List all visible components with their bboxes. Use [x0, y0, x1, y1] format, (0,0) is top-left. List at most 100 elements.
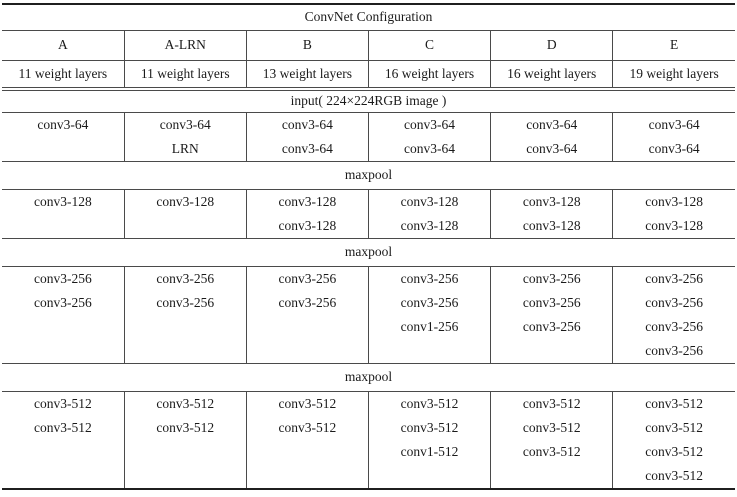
conv-cell: conv3-256 — [33, 294, 92, 310]
conv-cell: conv3-128 — [612, 214, 735, 239]
conv-block-256-row: conv3-256 conv3-256 conv3-256 conv3-256 conv… — [2, 291, 735, 315]
column-header-a-lrn: A-LRN — [123, 30, 247, 61]
conv-block-64-row: conv3-64 conv3-64 conv3-64 conv3-64 conv3-64… — [2, 112, 735, 137]
empty-cell — [490, 464, 613, 490]
table-title: ConvNet Configuration — [2, 4, 735, 31]
conv-cell: conv3-64 — [123, 112, 247, 137]
weight-layers-cell: 16 weight layers — [367, 60, 491, 91]
conv-cell: conv3-256 — [612, 315, 735, 339]
conv-cell: conv3-512 — [367, 416, 491, 440]
empty-cell — [2, 137, 125, 162]
empty-cell — [2, 464, 125, 490]
conv-cell: conv3-64 — [367, 137, 491, 162]
conv-cell: conv3-256 — [245, 266, 369, 291]
conv-cell: conv3-512 — [612, 464, 735, 490]
weight-layers-cell: 16 weight layers — [490, 60, 613, 91]
column-header-c: C — [367, 30, 491, 61]
conv-cell: conv3-512 — [612, 416, 735, 440]
conv-cell: conv3-256 — [367, 266, 491, 291]
weight-layers-cell: 11 weight layers — [2, 60, 125, 91]
conv-cell: conv3-512 — [33, 395, 92, 411]
conv-block-512-row: conv3-512 conv3-512 conv3-512 conv3-512 conv… — [2, 416, 735, 440]
conv-cell: conv3-64 — [490, 112, 613, 137]
column-header-e: E — [612, 30, 735, 61]
column-header-b: B — [245, 30, 369, 61]
empty-cell — [245, 339, 369, 364]
conv-cell: conv3-128 — [245, 189, 369, 214]
maxpool-label: maxpool — [2, 363, 735, 392]
conv-cell: conv3-256 — [245, 291, 369, 315]
weight-layers-cell: 19 weight layers — [612, 60, 735, 91]
empty-cell — [367, 464, 491, 490]
conv-cell: conv3-64 — [612, 137, 735, 162]
empty-cell — [2, 315, 124, 339]
table-title-row: ConvNet Configuration — [2, 4, 735, 31]
conv-block-256-row: conv3-256 conv3-256 conv3-256 conv3-256 conv… — [2, 266, 735, 291]
empty-cell — [2, 440, 124, 464]
empty-cell — [123, 339, 247, 364]
conv-block-128-row: conv3-128 conv3-128 conv3-128 conv3-128 — [2, 214, 735, 239]
conv-cell: conv3-512 — [245, 391, 369, 416]
weight-layers-cell: 11 weight layers — [123, 60, 247, 91]
conv-cell: conv3-64 — [245, 112, 369, 137]
conv-cell: conv3-128 — [367, 214, 491, 239]
conv-cell: conv3-512 — [490, 416, 613, 440]
conv-cell: conv3-256 — [123, 291, 247, 315]
conv-cell: conv3-256 — [612, 266, 735, 291]
conv-cell: conv3-256 — [612, 291, 735, 315]
maxpool-spanner-row: maxpool — [2, 363, 735, 392]
conv-cell: conv3-512 — [33, 419, 92, 435]
empty-cell — [123, 464, 247, 490]
conv-block-128-row: conv3-128 conv3-128 conv3-128 conv3-128 conv… — [2, 189, 735, 214]
conv-cell: conv3-256 — [367, 291, 491, 315]
conv-cell: conv3-512 — [123, 391, 247, 416]
conv-cell: conv3-128 — [367, 189, 491, 214]
empty-cell — [123, 315, 247, 339]
conv-cell: conv3-64 — [367, 112, 491, 137]
conv-cell: conv3-256 — [490, 315, 613, 339]
conv-cell: conv3-512 — [123, 416, 247, 440]
conv-cell: conv3-64 — [612, 112, 735, 137]
empty-cell — [123, 214, 247, 239]
conv-block-512-row: conv3-512 — [2, 464, 735, 490]
conv-cell: conv3-512 — [612, 391, 735, 416]
input-spec-row: input( 224×224RGB image ) — [2, 89, 735, 113]
conv-cell: LRN — [123, 137, 247, 162]
conv-cell: conv3-64 — [490, 137, 613, 162]
convnet-configuration-table: ConvNet Configuration A A-LRN B C D E 11… — [2, 3, 735, 490]
maxpool-label: maxpool — [2, 161, 735, 190]
empty-cell — [123, 440, 247, 464]
maxpool-spanner-row: maxpool — [2, 161, 735, 190]
conv-cell: conv3-256 — [490, 266, 613, 291]
conv-cell: conv3-512 — [490, 391, 613, 416]
conv-cell: conv3-128 — [245, 214, 369, 239]
conv-cell: conv3-64 — [37, 116, 89, 132]
input-spec-label: input( 224×224RGB image ) — [2, 89, 735, 113]
weight-layers-row: 11 weight layers 11 weight layers 13 wei… — [2, 60, 735, 91]
conv-block-64-row: LRN conv3-64 conv3-64 conv3-64 conv3-64 — [2, 137, 735, 162]
conv-block-512-row: conv3-512 conv3-512 conv3-512 conv3-512 conv… — [2, 391, 735, 416]
empty-cell — [245, 464, 369, 490]
conv-cell: conv3-512 — [367, 391, 491, 416]
empty-cell — [2, 214, 125, 239]
column-header-row: A A-LRN B C D E — [2, 30, 735, 61]
empty-cell — [2, 339, 125, 364]
column-header-d: D — [490, 30, 613, 61]
conv-block-512-row: conv1-512 conv3-512 conv3-512 — [2, 440, 735, 464]
conv-cell: conv3-128 — [490, 189, 613, 214]
empty-cell — [490, 339, 613, 364]
conv-cell: conv3-64 — [245, 137, 369, 162]
conv-cell: conv3-128 — [490, 214, 613, 239]
conv-cell: conv3-256 — [490, 291, 613, 315]
conv-cell: conv3-256 — [33, 270, 92, 286]
maxpool-spanner-row: maxpool — [2, 238, 735, 267]
empty-cell — [245, 440, 369, 464]
weight-layers-cell: 13 weight layers — [245, 60, 369, 91]
conv-cell: conv1-256 — [367, 315, 491, 339]
conv-block-256-row: conv1-256 conv3-256 conv3-256 — [2, 315, 735, 339]
conv-cell: conv3-128 — [612, 189, 735, 214]
conv-block-256-row: conv3-256 — [2, 339, 735, 364]
conv-cell: conv3-512 — [612, 440, 735, 464]
maxpool-label: maxpool — [2, 238, 735, 267]
